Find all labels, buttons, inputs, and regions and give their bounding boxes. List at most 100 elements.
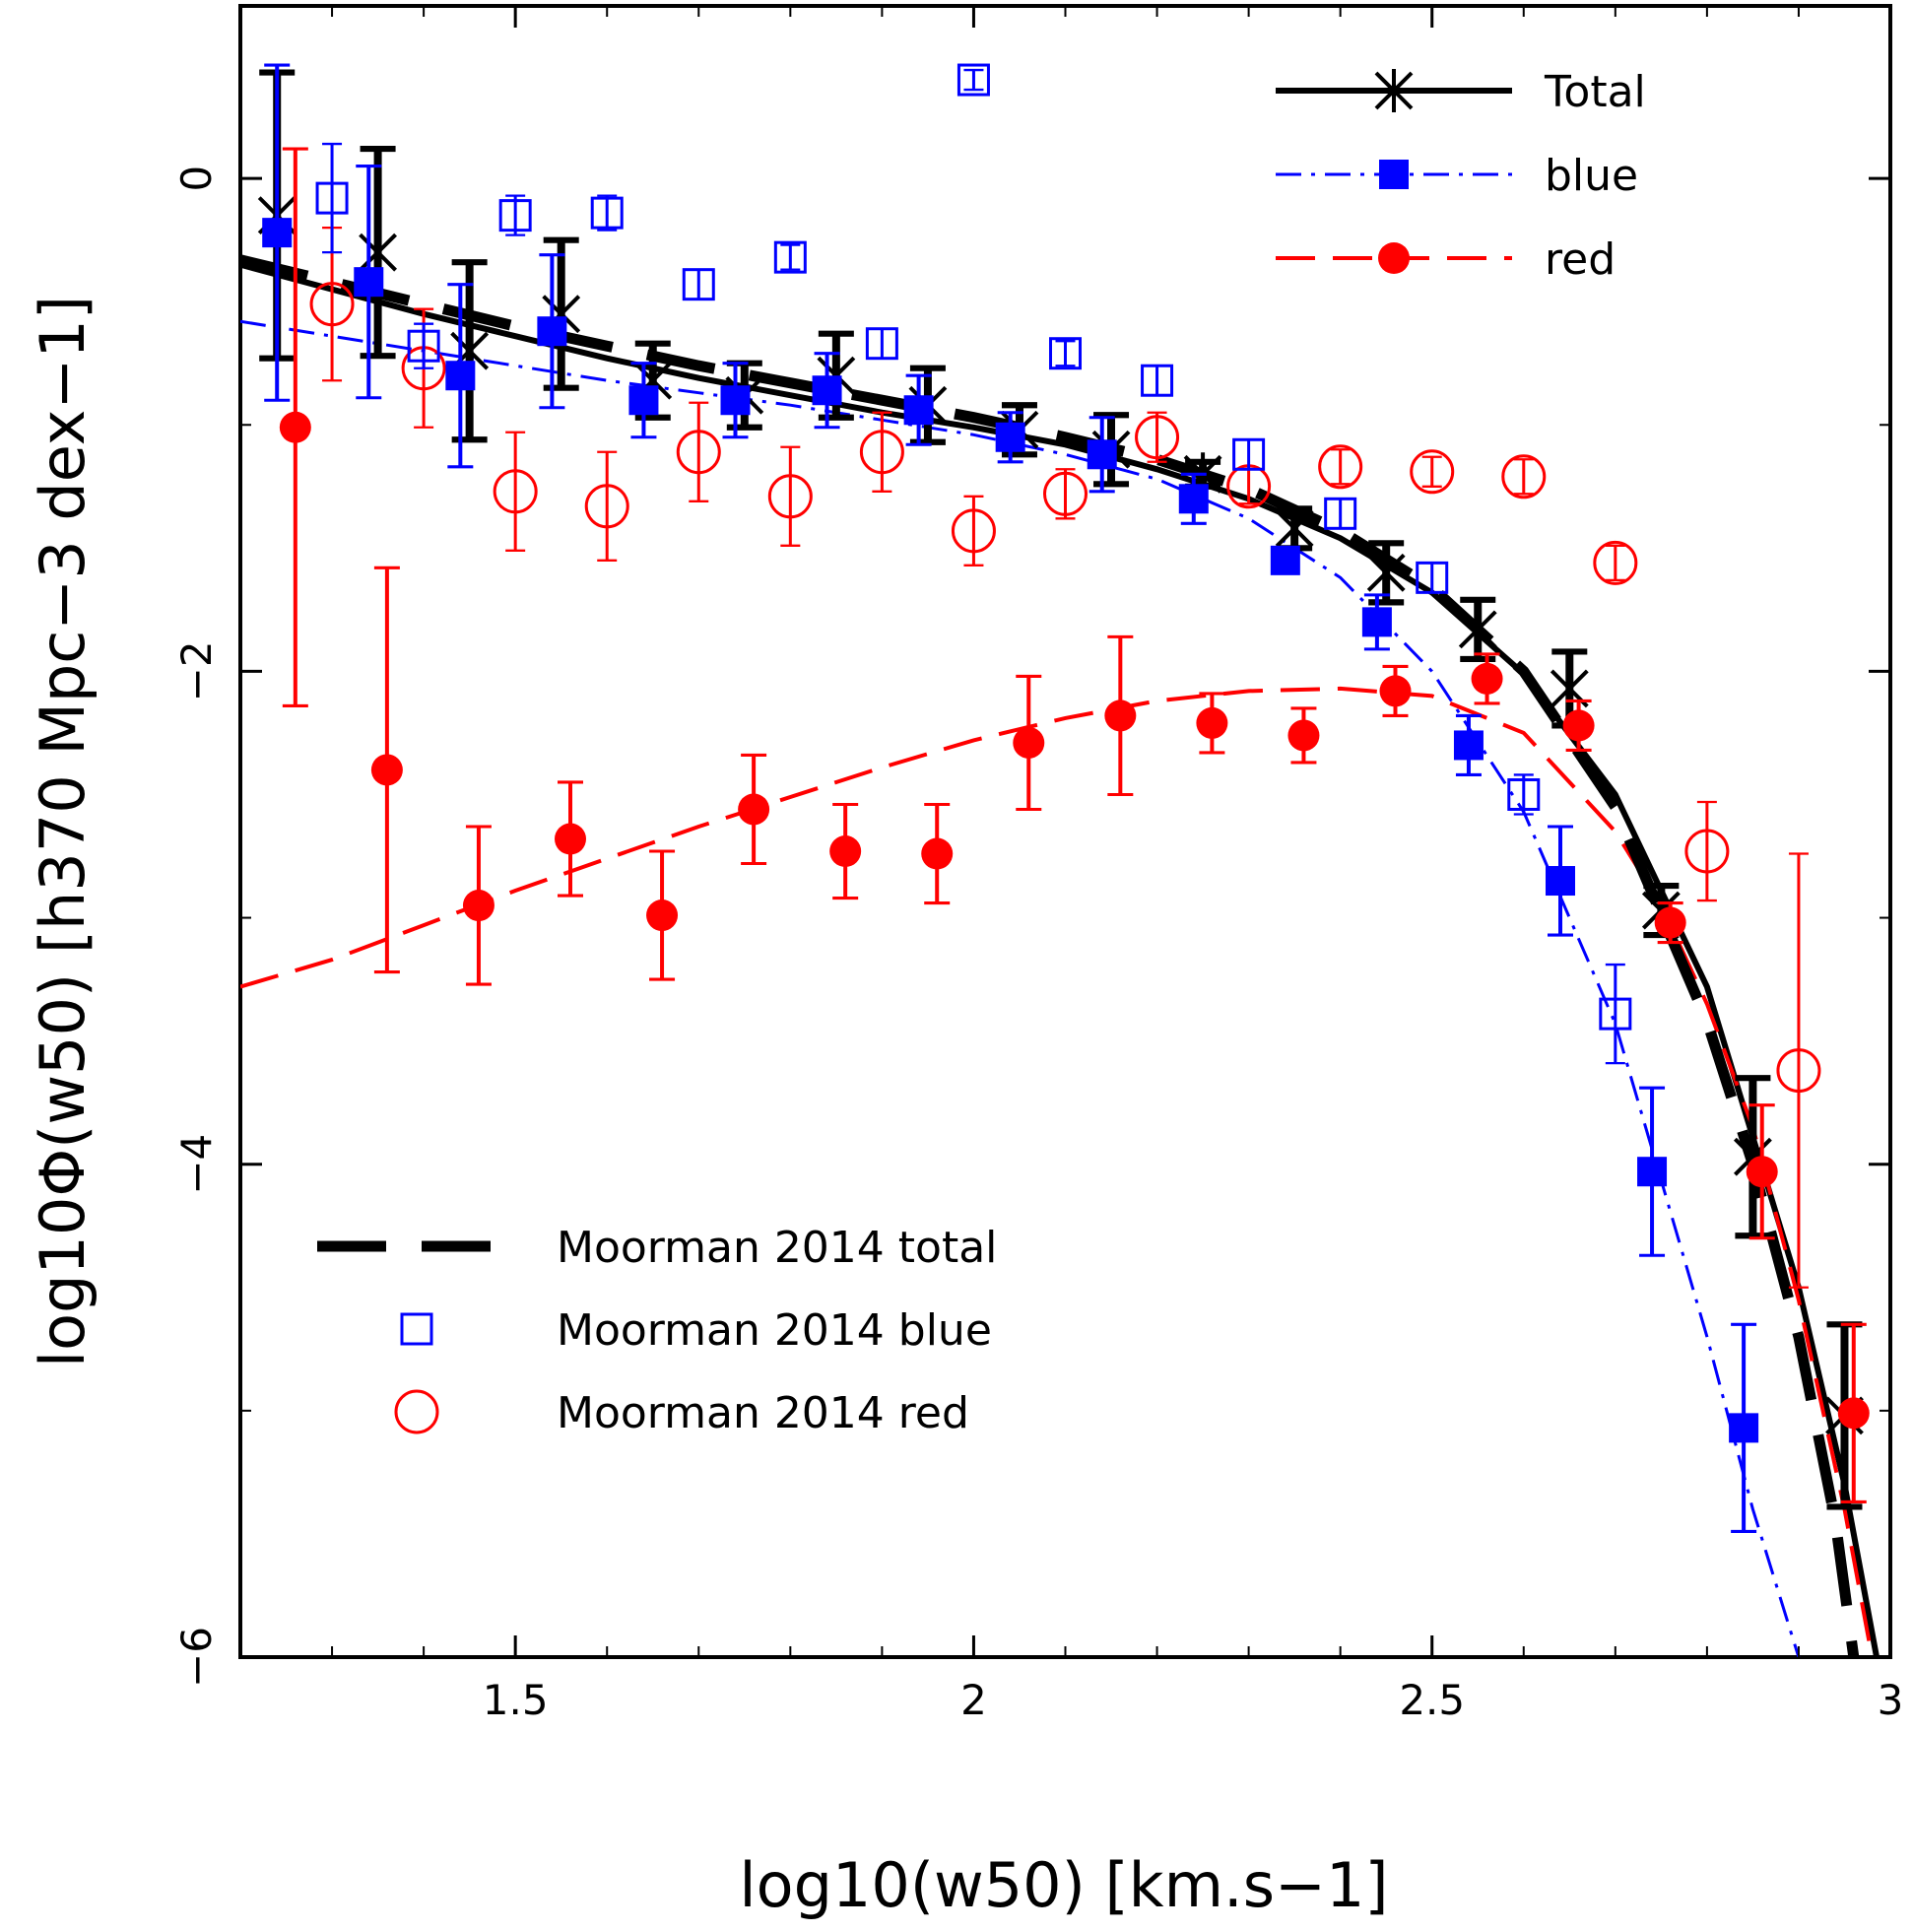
x-tick-label: 2 [960,1676,987,1724]
point-total [450,259,490,443]
legend-marker [1374,69,1414,112]
marker [590,196,624,230]
point-moorman-red [1593,540,1638,585]
point-blue [1453,713,1484,777]
legend-bottom-moorman-blue: Moorman 2014 blue [400,1305,992,1356]
x-tick-label: 3 [1878,1676,1904,1724]
marker [1507,777,1541,811]
marker [493,469,538,514]
marker [738,793,770,826]
marker [1684,829,1730,874]
x-tick-label: 1.5 [483,1676,549,1724]
marker [1654,906,1686,939]
legend-marker [1379,160,1409,189]
marker [1416,561,1449,594]
legend-marker [1378,242,1410,274]
y-tick-label: −2 [172,640,221,701]
marker [407,329,440,363]
point-moorman-red [493,431,538,552]
marker [1049,337,1082,370]
x-tick-label: 2.5 [1399,1676,1465,1724]
fit-line-red-fit [240,686,1875,1657]
marker [1746,1156,1778,1188]
legend-top-red: red [1276,234,1616,285]
point-red [738,753,770,866]
marker [279,411,311,443]
marker [1287,719,1320,752]
marker [1562,709,1595,742]
marker [1593,540,1638,585]
point-moorman-blue [773,240,807,274]
point-moorman-red [767,445,813,547]
point-blue [812,352,842,430]
point-total [359,146,397,360]
point-blue [445,283,476,469]
point-blue [1637,1086,1668,1257]
point-blue [1178,472,1209,525]
point-moorman-red [1318,444,1363,490]
marker [462,890,495,922]
point-red [1379,664,1412,717]
legend-top-total: Total [1276,67,1646,117]
legend-label: Moorman 2014 blue [557,1305,992,1356]
marker [676,430,721,475]
legend-label: Moorman 2014 red [557,1388,969,1438]
marker [1458,607,1497,651]
marker [1471,662,1503,695]
point-red [1287,706,1320,765]
point-red [921,802,954,905]
point-red [1196,692,1228,755]
point-blue [537,253,567,410]
point-moorman-blue [1141,364,1174,397]
point-moorman-red [1501,454,1547,500]
point-moorman-red [951,495,996,566]
point-moorman-blue [1232,437,1266,471]
marker [262,218,293,248]
marker [537,316,567,347]
point-blue [1729,1322,1759,1533]
marker [1550,666,1589,710]
marker [1324,497,1357,530]
point-blue [354,165,384,400]
point-red [1562,699,1595,752]
marker [1410,449,1455,495]
point-red [1013,674,1045,812]
marker [1546,866,1575,897]
marker [903,395,934,426]
y-tick-label: −6 [172,1627,221,1688]
point-red [1654,901,1686,945]
marker [1729,1413,1759,1443]
point-red [1746,1103,1778,1240]
marker [767,474,813,519]
point-moorman-red [1226,464,1272,509]
point-moorman-red [859,411,904,493]
marker [1776,1048,1821,1094]
x-axis-label: log10(w50) [km.s−1] [739,1849,1388,1921]
marker [773,240,807,274]
point-moorman-red [1776,852,1821,1289]
y-tick-label: 0 [172,166,221,192]
marker [720,385,751,416]
marker [646,899,679,932]
legend-bottom-moorman-red: Moorman 2014 red [394,1388,969,1438]
marker [812,375,842,406]
point-moorman-blue [498,194,532,236]
marker [995,422,1025,452]
marker [1599,997,1632,1031]
point-moorman-red [1135,411,1180,463]
point-blue [628,362,659,439]
point-moorman-blue [1324,497,1357,530]
point-blue [1546,825,1575,937]
point-blue [1361,593,1392,651]
marker [1135,415,1180,460]
marker [1178,484,1209,514]
point-moorman-blue [865,327,898,361]
point-blue [995,411,1025,464]
marker [315,181,349,215]
point-red [1471,652,1503,705]
point-moorman-blue [1599,963,1632,1065]
legend-label: red [1545,234,1616,285]
marker [445,361,476,391]
marker [829,835,862,868]
